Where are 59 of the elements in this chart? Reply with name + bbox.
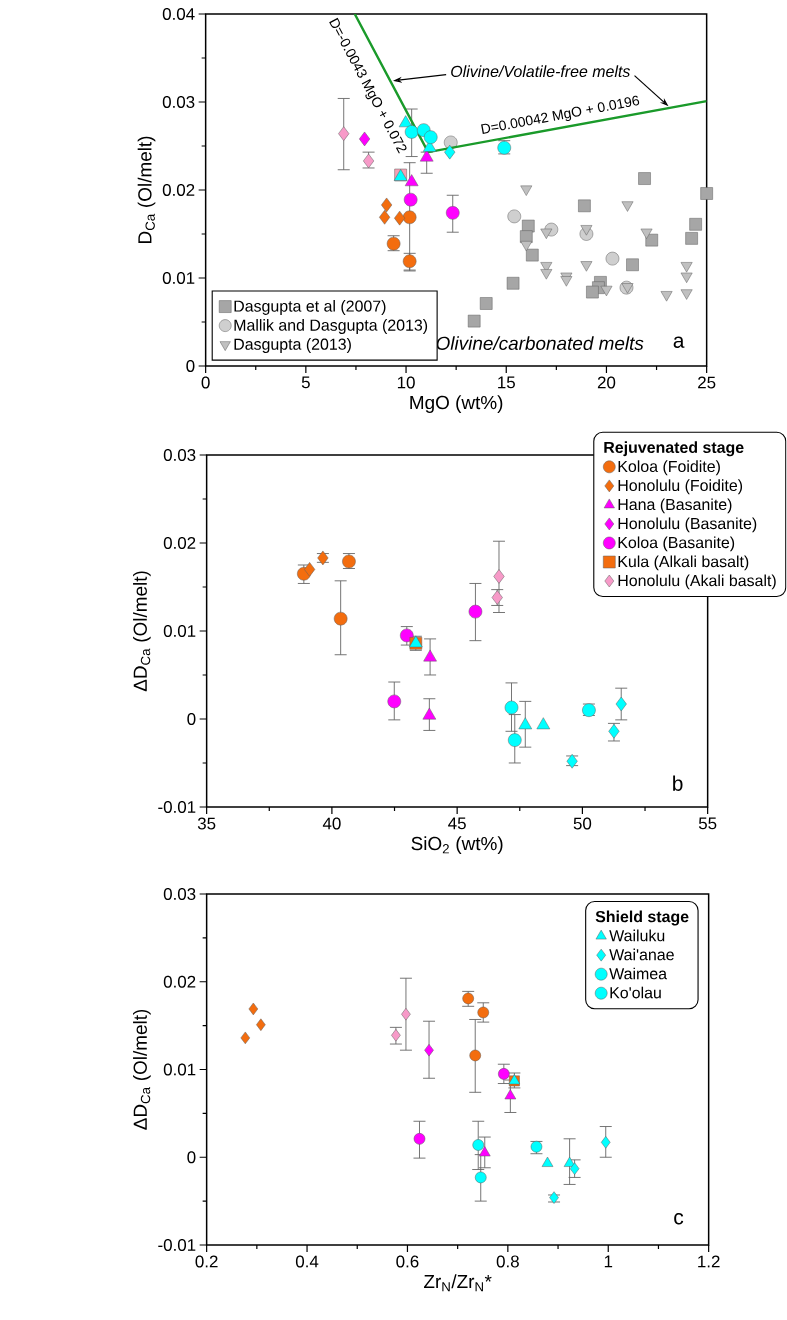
x-tick-label: 45 bbox=[448, 817, 467, 830]
legend-label: Koloa (Foidite) bbox=[618, 460, 721, 476]
legend-label: Wai'anae bbox=[609, 948, 674, 961]
x-tick-label: 10 bbox=[398, 376, 415, 389]
y-axis-title: ΔD$_{Ca}$ (Ol/melt) bbox=[133, 1009, 151, 1130]
y-tick-label: 0.01 bbox=[163, 1063, 196, 1076]
legend-label: Ko'olau bbox=[610, 986, 661, 999]
y-tick-label: 0.03 bbox=[163, 448, 196, 461]
y-tick-label: -0.01 bbox=[158, 800, 196, 813]
x-tick-label: 40 bbox=[323, 817, 341, 830]
x-tick-label: 25 bbox=[698, 376, 716, 389]
x-tick-label: 15 bbox=[498, 376, 516, 389]
legend-title: Shield stage bbox=[595, 910, 689, 926]
annotation: D=0.00042 MgO + 0.0196 bbox=[481, 95, 640, 134]
legend-title: Rejuvenated stage bbox=[604, 441, 744, 457]
y-tick-label: 0.02 bbox=[163, 975, 196, 988]
legend-label: Honolulu (Foidite) bbox=[618, 479, 743, 495]
y-tick-label: 0.02 bbox=[162, 183, 195, 196]
legend-label: Honolulu (Akali basalt) bbox=[618, 574, 776, 590]
x-tick-label: 0 bbox=[201, 376, 210, 389]
legend-label: Waimea bbox=[609, 967, 668, 980]
x-axis-title: SiO$_{2}$ (wt%) bbox=[411, 836, 503, 854]
x-tick-label: 5 bbox=[301, 376, 311, 389]
y-tick-label: 0.03 bbox=[163, 887, 196, 900]
y-axis-title: ΔD$_{Ca}$ (Ol/melt) bbox=[133, 571, 151, 692]
legend-label: Koloa (Basanite) bbox=[618, 536, 735, 552]
annotation: c bbox=[674, 1212, 684, 1225]
y-tick-label: 0 bbox=[187, 1151, 196, 1164]
legend-label: Dasgupta (2013) bbox=[234, 338, 352, 353]
x-tick-label: 50 bbox=[573, 817, 592, 830]
y-tick-label: 0.04 bbox=[162, 7, 195, 20]
x-axis-title: MgO (wt%) bbox=[410, 395, 503, 413]
y-tick-label: 0.01 bbox=[162, 271, 195, 284]
x-tick-label: 1.2 bbox=[698, 1255, 720, 1268]
x-tick-label: 35 bbox=[198, 817, 216, 830]
x-tick-label: 0.6 bbox=[396, 1255, 419, 1268]
x-tick-label: 0.2 bbox=[195, 1255, 218, 1268]
x-axis-title: Zr$_{N}$/Zr$_{N}$* bbox=[424, 1274, 492, 1292]
y-tick-label: -0.01 bbox=[158, 1238, 196, 1251]
y-axis-title: D$_{Ca}$ (Ol/melt) bbox=[137, 136, 156, 243]
legend-label: Dasgupta et al (2007) bbox=[234, 300, 386, 315]
legend-label: Honolulu (Basanite) bbox=[618, 517, 757, 533]
legend-label: Wailuku bbox=[609, 929, 665, 942]
x-tick-label: 0.4 bbox=[296, 1255, 319, 1268]
legend-label: Hana (Basanite) bbox=[618, 498, 732, 514]
annotation: a bbox=[673, 336, 685, 348]
legend-label: Mallik and Dasgupta (2013) bbox=[234, 319, 428, 334]
y-tick-label: 0.01 bbox=[163, 624, 196, 637]
y-tick-label: 0 bbox=[186, 359, 195, 372]
y-tick-label: 0.03 bbox=[162, 95, 195, 108]
legend-label: Kula (Alkali basalt) bbox=[618, 555, 749, 571]
annotation: b bbox=[673, 775, 683, 791]
x-tick-label: 1 bbox=[605, 1255, 613, 1268]
y-tick-label: 0.02 bbox=[163, 536, 196, 549]
x-tick-label: 20 bbox=[598, 376, 616, 389]
x-tick-label: 55 bbox=[699, 817, 717, 830]
annotation: Olivine/Volatile-free melts bbox=[451, 65, 631, 78]
y-tick-label: 0 bbox=[187, 712, 196, 725]
x-tick-label: 0.8 bbox=[496, 1255, 520, 1268]
